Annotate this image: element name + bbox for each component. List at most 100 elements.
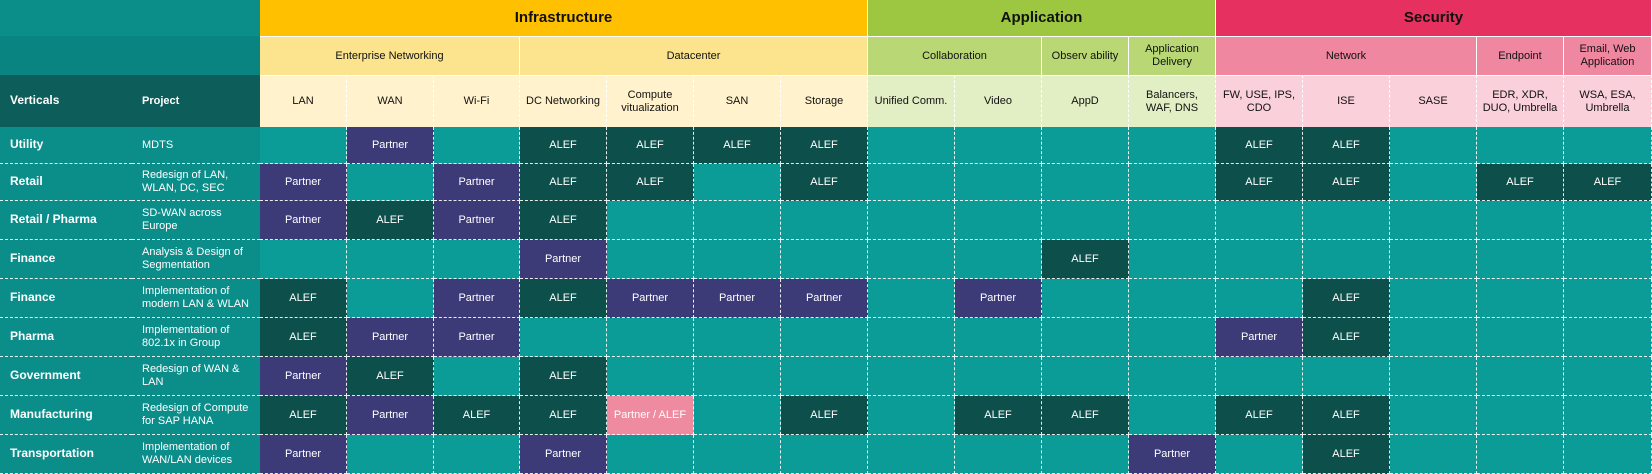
subgroup-header: Endpoint: [1477, 36, 1564, 75]
matrix-cell: [347, 164, 434, 201]
vertical-label: Retail: [0, 164, 132, 201]
matrix-cell: [1129, 357, 1216, 396]
matrix-cell: ALEF: [1303, 164, 1390, 201]
matrix-cell: [1216, 279, 1303, 318]
vertical-label: Finance: [0, 279, 132, 318]
matrix-cell: [260, 127, 347, 164]
matrix-cell: ALEF: [1216, 164, 1303, 201]
column-header: LAN: [260, 75, 347, 127]
matrix-cell: ALEF: [781, 127, 868, 164]
matrix-cell: ALEF: [694, 127, 781, 164]
matrix-cell: ALEF: [520, 127, 607, 164]
matrix-cell: [1477, 318, 1564, 357]
matrix-cell: Partner: [260, 164, 347, 201]
column-header: Wi-Fi: [434, 75, 520, 127]
matrix-cell: [868, 279, 955, 318]
matrix-cell: [347, 240, 434, 279]
matrix-cell: [781, 435, 868, 474]
matrix-cell: ALEF: [347, 357, 434, 396]
matrix-cell: Partner: [520, 240, 607, 279]
matrix-cell: ALEF: [260, 396, 347, 435]
subgroup-header: Datacenter: [520, 36, 868, 75]
matrix-cell: [1042, 435, 1129, 474]
matrix-cell: ALEF: [520, 201, 607, 240]
matrix-cell: Partner: [781, 279, 868, 318]
matrix-cell: Partner: [347, 396, 434, 435]
matrix-cell: [955, 201, 1042, 240]
group-header-security: Security: [1216, 0, 1652, 36]
matrix-cell: [1390, 279, 1477, 318]
matrix-cell: [1216, 435, 1303, 474]
matrix-cell: [1564, 318, 1652, 357]
matrix-cell: [434, 127, 520, 164]
column-header: SASE: [1390, 75, 1477, 127]
matrix-cell: ALEF: [520, 279, 607, 318]
matrix-cell: [1390, 201, 1477, 240]
matrix-cell: ALEF: [260, 279, 347, 318]
column-header: Video: [955, 75, 1042, 127]
matrix-cell: [868, 435, 955, 474]
matrix-cell: Partner: [347, 127, 434, 164]
column-header: ISE: [1303, 75, 1390, 127]
matrix-cell: [607, 201, 694, 240]
matrix-cell: [694, 396, 781, 435]
matrix-cell: Partner: [607, 279, 694, 318]
matrix-cell: ALEF: [1216, 127, 1303, 164]
matrix-cell: [1390, 357, 1477, 396]
matrix-cell: Partner: [260, 357, 347, 396]
matrix-cell: ALEF: [781, 396, 868, 435]
matrix-cell: [1303, 201, 1390, 240]
matrix-cell: [1477, 201, 1564, 240]
matrix-cell: [1216, 201, 1303, 240]
vertical-label: Manufacturing: [0, 396, 132, 435]
matrix-cell: [1216, 240, 1303, 279]
matrix-cell: [347, 435, 434, 474]
matrix-cell: [868, 240, 955, 279]
vertical-label: Pharma: [0, 318, 132, 357]
matrix-cell: [1042, 127, 1129, 164]
matrix-cell: Partner: [434, 279, 520, 318]
matrix-cell: [1129, 201, 1216, 240]
matrix-cell: [1564, 201, 1652, 240]
matrix-cell: Partner: [347, 318, 434, 357]
matrix-cell: [694, 435, 781, 474]
matrix-cell: ALEF: [520, 396, 607, 435]
group-header-application: Application: [868, 0, 1216, 36]
matrix-cell: ALEF: [1042, 240, 1129, 279]
matrix-cell: [260, 240, 347, 279]
matrix-cell: [434, 240, 520, 279]
matrix-cell: [1390, 435, 1477, 474]
matrix-cell: [868, 318, 955, 357]
project-label: Implementation of WAN/LAN devices: [132, 435, 260, 474]
matrix-cell: ALEF: [260, 318, 347, 357]
matrix-cell: Partner: [434, 201, 520, 240]
subgroup-header: Collaboration: [868, 36, 1042, 75]
matrix-cell: [607, 357, 694, 396]
matrix-cell: Partner: [955, 279, 1042, 318]
matrix-cell: [1564, 435, 1652, 474]
group-header-infrastructure: Infrastructure: [260, 0, 868, 36]
matrix-cell: [868, 396, 955, 435]
matrix-cell: [955, 435, 1042, 474]
matrix-cell: [1129, 279, 1216, 318]
project-label: SD-WAN across Europe: [132, 201, 260, 240]
vertical-label: Utility: [0, 127, 132, 164]
matrix-cell: [1129, 240, 1216, 279]
matrix-cell: ALEF: [1216, 396, 1303, 435]
matrix-cell: [1477, 240, 1564, 279]
project-label: Implementation of 802.1x in Group: [132, 318, 260, 357]
column-header: WAN: [347, 75, 434, 127]
matrix-cell: [1564, 240, 1652, 279]
matrix-cell: [955, 127, 1042, 164]
subgroup-header: Email, Web Application: [1564, 36, 1652, 75]
matrix-cell: [868, 201, 955, 240]
matrix-cell: [1303, 240, 1390, 279]
matrix-cell: [1390, 240, 1477, 279]
matrix-cell: [868, 164, 955, 201]
matrix-cell: [694, 357, 781, 396]
matrix-cell: [955, 240, 1042, 279]
matrix-cell: [694, 318, 781, 357]
column-header: SAN: [694, 75, 781, 127]
matrix-cell: ALEF: [955, 396, 1042, 435]
